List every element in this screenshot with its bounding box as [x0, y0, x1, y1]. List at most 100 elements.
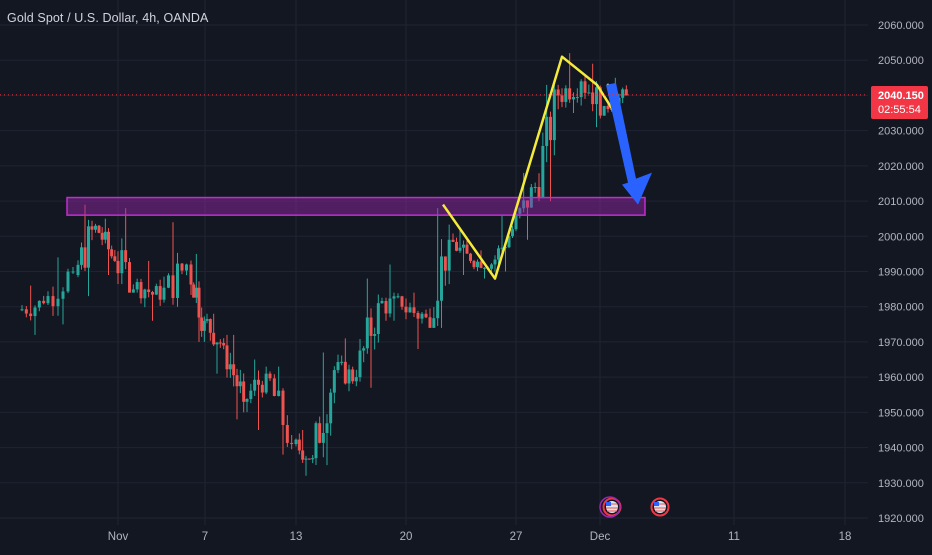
price-tick-label: 1920.000 [878, 513, 924, 525]
candle-body [281, 390, 285, 425]
candle-body [451, 239, 455, 242]
candle-body [197, 287, 201, 318]
candle-body [61, 291, 65, 299]
candle-body [412, 307, 416, 313]
candle-body [80, 247, 83, 265]
symbol-title[interactable]: Gold Spot / U.S. Dollar, 4h, OANDA [7, 11, 209, 25]
countdown-timer: 02:55:54 [878, 104, 921, 116]
candle-body [66, 271, 70, 292]
candle-body [321, 433, 325, 443]
candle-body [180, 263, 184, 271]
event-group-ring [599, 496, 621, 518]
candle-body [465, 244, 469, 254]
resistance-zone[interactable] [66, 196, 646, 216]
candle-body [537, 186, 541, 197]
time-tick-label: 20 [400, 531, 413, 543]
price-tick-label: 1930.000 [878, 478, 924, 490]
candle-body [297, 439, 301, 451]
candle-body [408, 307, 412, 313]
candle-body [365, 317, 369, 349]
calendar-event-icon[interactable] [650, 497, 670, 517]
candle-body [253, 379, 257, 391]
candle-body [568, 88, 572, 100]
candle-body [511, 229, 514, 237]
candle-body [311, 458, 315, 460]
candle-body [347, 369, 351, 384]
candle-body [358, 350, 362, 378]
candle-body [71, 271, 75, 273]
price-axis[interactable]: 2060.0002050.0002040.0002030.0002020.000… [878, 20, 924, 525]
candle-body [332, 370, 336, 393]
candle-body [301, 450, 305, 460]
candle-body [139, 282, 143, 299]
candle-body [249, 390, 253, 399]
candle-body [257, 379, 260, 385]
drawing-layer[interactable] [66, 55, 652, 280]
candle-body [110, 249, 114, 257]
time-tick-label: 13 [290, 531, 303, 543]
candle-body [212, 332, 216, 345]
candle-body [325, 423, 329, 434]
candle-body [343, 361, 347, 384]
candle-body [90, 226, 94, 230]
candle-body [598, 87, 602, 116]
candle-body [268, 373, 272, 379]
candle-body [432, 318, 436, 328]
candle-body [483, 267, 486, 269]
candle-body [42, 300, 46, 304]
candle-body [116, 260, 120, 274]
candle-body [518, 208, 522, 214]
candle-body [560, 95, 564, 102]
candle-body [526, 200, 529, 208]
candle-body [228, 364, 232, 370]
price-tick-label: 1990.000 [878, 267, 924, 279]
candle-body [490, 264, 493, 269]
price-tick-label: 1950.000 [878, 407, 924, 419]
candle-body [579, 81, 583, 98]
candle-body [462, 244, 465, 248]
us-flag-icon [606, 501, 618, 513]
current-price-value: 2040.150 [878, 90, 924, 102]
candle-body [304, 458, 308, 460]
candle-body [564, 88, 568, 102]
candle-body [242, 381, 246, 402]
time-tick-label: 18 [839, 531, 852, 543]
candle-body [318, 423, 322, 443]
candlestick-series [20, 53, 628, 476]
candle-body [162, 287, 166, 300]
time-tick-label: Dec [590, 531, 611, 543]
candle-body [120, 250, 124, 274]
time-axis[interactable]: Nov 7 13 20 27 Dec 11 18 [108, 531, 852, 543]
time-tick-label: 7 [202, 531, 208, 543]
grid-layer [0, 0, 868, 525]
candle-body [24, 309, 28, 314]
time-tick-label: 27 [510, 531, 523, 543]
candle-body [277, 390, 281, 397]
calendar-event-icon[interactable] [602, 497, 622, 517]
candle-body [225, 345, 229, 370]
candle-body [94, 225, 97, 230]
candle-body [189, 264, 193, 285]
price-tick-label: 1960.000 [878, 372, 924, 384]
candle-body [264, 373, 268, 393]
candle-body [33, 307, 37, 317]
candle-body [107, 231, 110, 250]
projection-arrow[interactable] [606, 82, 652, 205]
candle-body [455, 241, 458, 251]
candle-body [87, 226, 90, 268]
candle-body [479, 261, 483, 268]
candle-body [392, 296, 396, 299]
candle-body [469, 253, 472, 261]
candle-body [533, 186, 537, 188]
zigzag-pattern[interactable] [441, 55, 619, 280]
candle-body [51, 296, 55, 307]
candle-body [572, 97, 575, 100]
price-tick-label: 2050.000 [878, 55, 924, 67]
candle-body [215, 342, 219, 345]
candle-body [583, 81, 587, 93]
candle-body [222, 342, 226, 346]
economic-events[interactable] [599, 496, 670, 518]
candle-body [354, 377, 358, 382]
